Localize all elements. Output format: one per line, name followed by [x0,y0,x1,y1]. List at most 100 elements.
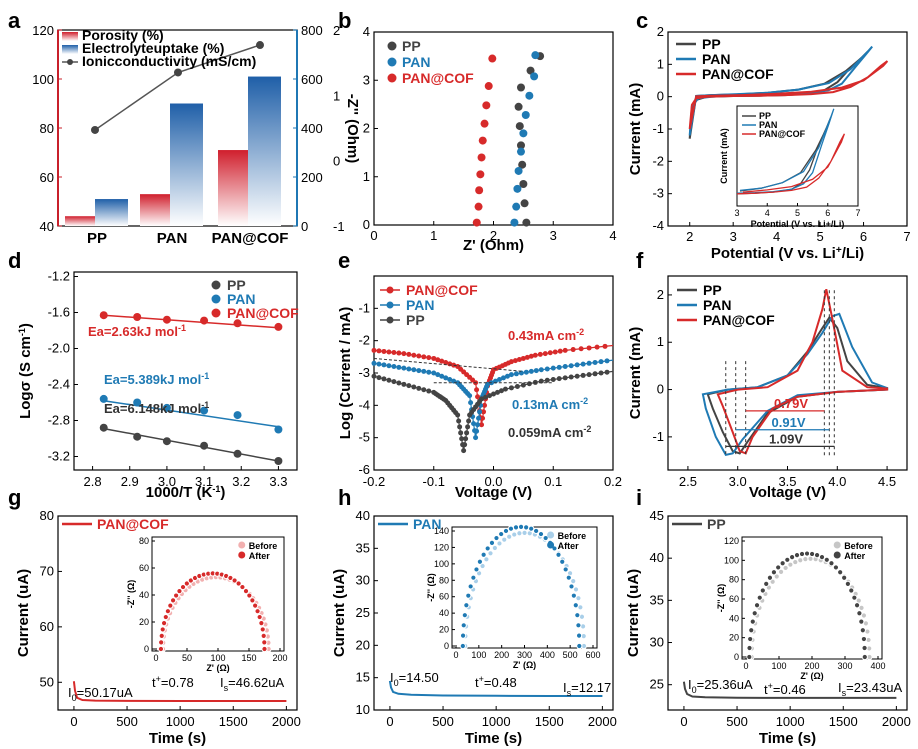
panel-e-xtick-label: 0.0 [484,474,502,489]
panel-a-bar-uptake [95,199,128,226]
panel-h-inset-point-after [542,534,549,542]
panel-b-legend-PAN@COF: PAN@COF [402,70,474,86]
panel-b-point-PP [515,122,524,131]
panel-i-inset-point-after [753,602,761,609]
panel-g-inset-ytick-label: 40 [139,590,149,600]
panel-i-inset-legend-marker [833,551,841,559]
panel-g-ytick-label: 80 [40,508,54,523]
panel-h-inset-point-after [467,583,474,590]
panel-i-inset-point-after [808,550,816,558]
panel-b-point-PAN@COF [480,119,489,128]
panel-b-point-PAN@COF [482,101,491,110]
panel-h-inset-point-after [562,566,569,573]
panel-h-inset-xtick-label: 500 [563,650,578,660]
panel-h-annotation: t+=0.48 [475,674,517,690]
panel-g-inset-point-after [261,639,268,646]
panel-e-xtick-label: 0.1 [544,474,562,489]
panel-h-inset-point-before [575,595,582,602]
panel-h-ytick-label: 20 [356,637,370,652]
panel-h-inset-point-after [507,525,515,532]
panel-h-inset-point-before [521,529,528,536]
panel-b-xlabel: Z' (Ohm) [463,237,524,254]
panel-i-inset-point-after [832,564,840,571]
panel-e-xtick-label: 0.2 [604,474,622,489]
panel-h-inset-point-before [511,531,518,538]
panel-b-legend-marker [387,57,397,67]
panel-g-annotation: Is=46.62uA [220,675,284,693]
panel-h-inset-point-after [517,523,525,530]
panel-b-point-PAN [531,51,540,60]
panel-h-inset-ytick-label: 100 [434,559,449,569]
panel-i-inset-point-after [848,587,855,594]
panel-i-legend-label: PP [707,516,726,532]
panel-i-inset-point-before [787,561,794,568]
panel-h-inset-point-after [570,592,577,599]
panel-i-inset-point-after [756,594,763,601]
panel-i-inset-point-after [861,653,868,661]
panel-i-inset-point-before [782,564,789,572]
panel-e-annotation: 0.13mA cm-2 [512,396,588,412]
panel-f-label: f [636,248,644,273]
panel-i-inset-ytick-label: 80 [729,575,739,585]
panel-i-inset-legend-marker [833,541,841,549]
panel-f-ytick-label: 1 [657,334,664,349]
panel-g-inset-point-after [176,587,183,595]
panel-b-point-PAN@COF [474,202,483,211]
panel-a-legend-uptake: Electrolyteuptake (%) [82,40,224,56]
panel-e-annotation: 0.43mA cm-2 [508,327,584,343]
panel-i-inset-xtick-label: 400 [870,661,885,671]
panel-h-xtick-label: 0 [386,714,393,729]
panel-g-inset-point-after [239,583,246,591]
panel-h-inset-point-after [565,574,572,581]
panel-h-inset-point-after [463,602,470,609]
panel-i-xtick-label: 2000 [882,714,911,729]
panel-i-inset-point-before [777,568,785,576]
panel-h-ytick-label: 40 [356,508,370,523]
panel-a-legend-swatch [62,45,78,54]
panel-a-legend-porosity: Porosity (%) [82,27,164,43]
panel-a-bar-uptake [170,103,203,226]
panel-i-inset-point-after [775,564,782,571]
panel-e-label: e [338,248,350,273]
panel-g-inset-point-after [158,632,165,639]
panel-h-inset-point-after [465,592,472,599]
panel-i-xtick-label: 1500 [829,714,858,729]
panel-i-inset-xlabel: Z' (Ω) [800,671,823,681]
panel-h-inset-point-after [574,612,581,619]
panel-i-ytick-label: 40 [650,550,664,565]
panel-b-xtick-label: 1 [430,228,437,243]
panel-h-inset-point-after [493,534,500,542]
panel-d-point-PAN@COF [133,313,142,321]
panel-d-point-PAN@COF [99,311,108,320]
panel-h-inset-ytick-label: 80 [439,575,449,585]
panel-f-xtick-label: 3.5 [778,474,796,489]
panel-c-inset-legend-PAN@COF: PAN@COF [759,129,806,139]
panel-h-annotation: I0=14.50 [390,670,439,688]
panel-d-point-PP [233,449,242,458]
panel-h-inset-point-before [570,577,577,585]
panel-f-legend-PAN: PAN [703,297,732,313]
panel-g-inset-legend-After: After [249,551,270,561]
panel-h-annotation: Is=12.17 [563,680,611,698]
panel-h-inset-point-after [512,524,520,531]
panel-g-inset-point-after [258,620,265,627]
panel-h-inset-ytick-label: 60 [439,592,449,602]
panel-c-ytick-label: -4 [652,218,664,233]
panel-a: a 40 60 80 100 120 0 200 400 600 800 -1 0 1 2 PP PAN PAN@… [8,8,345,247]
panel-c-ytick-label: -2 [652,153,664,168]
panel-a-right2-tick-label: 1 [333,88,340,103]
panel-a-label: a [8,8,21,33]
panel-e-legend-marker [386,286,394,294]
panel-i-inset-ytick-label: 100 [724,555,739,565]
panel-c-ytick-label: 1 [657,56,664,71]
panel-i-inset-point-after [747,635,754,643]
panel-h-inset-ytick-label: 120 [434,542,449,552]
panel-g-annotation: I0=50.17uA [68,685,133,703]
panel-g-inset-point-after [235,580,242,587]
panel-d-xtick-label: 2.9 [121,474,139,489]
panel-i-inset-point-after [751,610,758,617]
panel-g-inset-point-after [183,580,190,587]
panel-g-ytick-label: 60 [40,619,54,634]
panel-h-inset-xtick-label: 0 [453,650,458,660]
